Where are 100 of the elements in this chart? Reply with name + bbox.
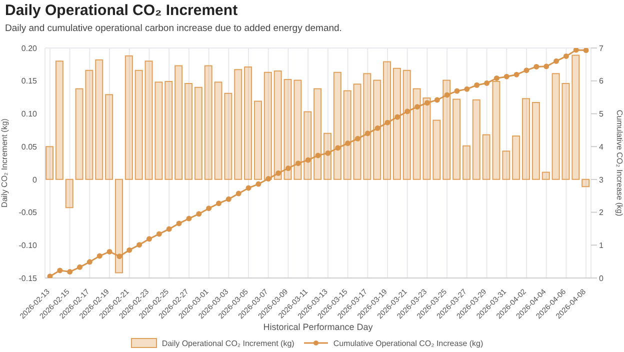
point — [206, 206, 212, 212]
bar — [55, 60, 64, 180]
point — [67, 269, 73, 275]
point — [136, 242, 142, 248]
point — [544, 64, 550, 70]
y-tick-label: -0.15 — [18, 274, 38, 283]
point — [394, 114, 400, 120]
y2-tick-label: 0 — [599, 274, 604, 283]
bar — [164, 81, 173, 180]
point — [236, 190, 242, 196]
point — [285, 166, 291, 172]
point — [384, 120, 390, 126]
point — [374, 125, 380, 131]
bar — [323, 132, 332, 180]
point — [434, 97, 440, 103]
bar — [582, 178, 590, 188]
y2-tick-label: 3 — [599, 175, 604, 184]
point — [156, 231, 162, 237]
bar — [274, 70, 282, 180]
bar — [452, 98, 461, 180]
point — [86, 259, 92, 265]
bar — [95, 59, 104, 180]
bar — [234, 69, 242, 180]
bar — [373, 80, 382, 180]
point — [554, 58, 560, 64]
point — [364, 130, 370, 136]
bar — [105, 94, 114, 180]
y2-axis-title: Cumulative CO₂ Increase (kg) — [615, 110, 624, 216]
bar — [353, 84, 362, 180]
point — [256, 181, 262, 187]
bar — [343, 90, 352, 180]
y2-tick-label: 1 — [599, 240, 604, 250]
y-axis-title: Daily CO₂ Increment (kg) — [0, 118, 9, 208]
point — [266, 176, 272, 182]
chart-subtitle: Daily and cumulative operational carbon increase due to added energy demand. — [5, 23, 342, 34]
y-tick-label: -0.05 — [18, 208, 38, 218]
bar — [154, 82, 163, 180]
bar — [214, 82, 222, 180]
bar — [124, 55, 133, 180]
bar — [432, 120, 441, 180]
point — [166, 226, 172, 232]
bar — [422, 97, 431, 180]
point — [295, 160, 301, 166]
y2-tick-label: 6 — [599, 76, 604, 86]
bar — [392, 68, 401, 180]
bar — [75, 88, 84, 180]
bar — [194, 86, 202, 180]
point — [146, 236, 152, 242]
bar — [462, 145, 470, 180]
point — [196, 211, 202, 217]
point — [454, 88, 460, 94]
point — [563, 53, 569, 59]
y-tick-label: 0.20 — [21, 44, 38, 53]
bar — [65, 178, 74, 208]
bar — [224, 92, 232, 180]
point — [57, 268, 63, 274]
bar — [85, 70, 94, 180]
y2-tick-label: 5 — [599, 110, 604, 119]
point — [335, 145, 341, 151]
point — [345, 140, 351, 146]
bar — [492, 81, 500, 180]
bar — [134, 70, 143, 180]
bar — [482, 134, 490, 180]
point — [47, 274, 53, 278]
point — [494, 75, 500, 81]
point — [96, 253, 102, 259]
bar — [46, 146, 54, 180]
legend-label: Cumulative Operational CO₂ Increase (kg) — [333, 338, 484, 348]
point — [424, 100, 430, 106]
point — [414, 104, 420, 110]
x-axis-title: Historical Performance Day — [263, 322, 374, 332]
bar — [244, 66, 252, 180]
point — [354, 136, 360, 142]
y-tick-label: 0.10 — [21, 110, 38, 119]
point — [325, 150, 331, 156]
y2-tick-label: 4 — [599, 142, 604, 152]
bar — [314, 88, 322, 180]
point — [534, 64, 540, 70]
y2-tick-label: 2 — [599, 208, 604, 218]
point — [444, 92, 450, 98]
chart-title: Daily Operational CO₂ Increment — [5, 2, 238, 19]
point — [305, 157, 311, 163]
point — [315, 152, 321, 158]
point — [216, 200, 222, 206]
y-tick-label: 0.05 — [21, 142, 38, 152]
point — [573, 48, 579, 53]
point — [583, 48, 589, 54]
bar — [144, 60, 153, 180]
y-tick-label: 0.15 — [21, 76, 38, 86]
point — [404, 108, 410, 114]
point — [474, 82, 480, 88]
legend-label: Daily Operational CO₂ Increment (kg) — [162, 338, 294, 348]
bar — [572, 54, 580, 180]
point — [246, 185, 252, 191]
bar — [532, 102, 540, 180]
bar — [184, 82, 192, 180]
bar — [552, 73, 560, 180]
bar — [254, 100, 262, 180]
bar — [204, 65, 212, 180]
bar — [333, 72, 342, 180]
